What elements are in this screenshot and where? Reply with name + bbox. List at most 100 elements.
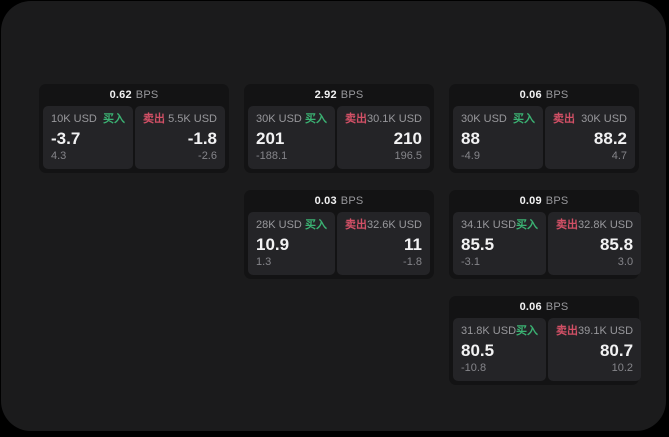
- sell-label: 卖出: [344, 219, 367, 231]
- sell-price: 210: [393, 129, 422, 148]
- buy-price: 85.5: [461, 235, 495, 254]
- buy-panel-header: 30K USD 买入: [461, 113, 535, 126]
- buy-amount: 10K USD: [51, 113, 97, 125]
- bps-header: 2.92 BPS: [248, 84, 430, 106]
- buy-amount: 34.1K USD: [461, 219, 517, 231]
- sell-panel-header: 卖出 5.5K USD: [143, 113, 217, 126]
- bps-value: 0.06: [519, 301, 542, 313]
- sell-amount: 30K USD: [581, 113, 627, 125]
- sell-panel[interactable]: 卖出 30.1K USD 210 196.5: [336, 106, 430, 169]
- buy-price: 10.9: [256, 235, 290, 254]
- bps-value: 0.62: [109, 89, 132, 101]
- buy-amount: 31.8K USD: [461, 325, 517, 337]
- quote-grid: 0.62 BPS 10K USD 买入 -3.7 4.3 卖出 5.5K USD…: [39, 84, 642, 385]
- buy-amount: 30K USD: [461, 113, 507, 125]
- bps-unit: BPS: [545, 89, 569, 101]
- bps-value: 2.92: [314, 89, 337, 101]
- sell-panel-header: 卖出 30.1K USD: [345, 113, 422, 126]
- quote-card: 0.03 BPS 28K USD 买入 10.9 1.3 卖出 32.6K US…: [244, 190, 434, 279]
- sell-panel[interactable]: 卖出 32.8K USD 85.8 3.0: [548, 212, 642, 275]
- bps-value: 0.06: [519, 89, 542, 101]
- sell-amount: 32.6K USD: [366, 219, 422, 231]
- sell-panel[interactable]: 卖出 32.6K USD 11 -1.8: [336, 212, 430, 275]
- quote-card-body: 30K USD 买入 201 -188.1 卖出 30.1K USD 210 1…: [248, 106, 430, 169]
- bps-value: 0.09: [519, 195, 542, 207]
- sell-amount: 5.5K USD: [168, 113, 217, 125]
- bps-unit: BPS: [545, 195, 569, 207]
- buy-label: 买入: [103, 113, 125, 125]
- sell-change: 3.0: [617, 256, 634, 268]
- buy-panel-header: 34.1K USD 买入: [461, 219, 538, 232]
- sell-amount: 30.1K USD: [366, 113, 422, 125]
- bps-header: 0.03 BPS: [248, 190, 430, 212]
- quote-card-body: 30K USD 买入 88 -4.9 卖出 30K USD 88.2 4.7: [453, 106, 635, 169]
- buy-change: -4.9: [461, 150, 480, 162]
- sell-panel[interactable]: 卖出 30K USD 88.2 4.7: [545, 106, 635, 169]
- bps-value: 0.03: [314, 195, 337, 207]
- sell-panel-header: 卖出 32.8K USD: [556, 219, 633, 232]
- buy-price: 201: [256, 129, 285, 148]
- sell-price: 80.7: [599, 341, 634, 360]
- sell-label: 卖出: [556, 325, 579, 337]
- buy-panel[interactable]: 10K USD 买入 -3.7 4.3: [43, 106, 133, 169]
- buy-change: 4.3: [51, 150, 67, 162]
- sell-panel-header: 卖出 30K USD: [553, 113, 627, 126]
- buy-price: -3.7: [51, 129, 81, 148]
- quote-card: 0.09 BPS 34.1K USD 买入 85.5 -3.1 卖出 32.8K…: [449, 190, 642, 279]
- quote-card: 0.06 BPS 30K USD 买入 88 -4.9 卖出 30K USD 8…: [449, 84, 639, 173]
- buy-change: -3.1: [461, 256, 480, 268]
- sell-change: 10.2: [611, 362, 634, 374]
- sell-price: 11: [404, 235, 422, 254]
- sell-panel[interactable]: 卖出 39.1K USD 80.7 10.2: [548, 318, 642, 381]
- bps-header: 0.09 BPS: [453, 190, 635, 212]
- quote-card: 0.62 BPS 10K USD 买入 -3.7 4.3 卖出 5.5K USD…: [39, 84, 229, 173]
- buy-change: 1.3: [256, 256, 272, 268]
- buy-panel[interactable]: 30K USD 买入 201 -188.1: [248, 106, 335, 169]
- sell-price: 88.2: [593, 129, 627, 148]
- buy-panel-header: 28K USD 买入: [256, 219, 327, 232]
- sell-amount: 39.1K USD: [578, 325, 634, 337]
- quote-card-body: 28K USD 买入 10.9 1.3 卖出 32.6K USD 11 -1.8: [248, 212, 430, 275]
- buy-panel[interactable]: 31.8K USD 买入 80.5 -10.8: [453, 318, 547, 381]
- quote-card-body: 31.8K USD 买入 80.5 -10.8 卖出 39.1K USD 80.…: [453, 318, 642, 381]
- buy-price: 88: [461, 129, 480, 148]
- buy-panel[interactable]: 28K USD 买入 10.9 1.3: [248, 212, 335, 275]
- buy-panel[interactable]: 34.1K USD 买入 85.5 -3.1: [453, 212, 547, 275]
- quote-card: 0.06 BPS 31.8K USD 买入 80.5 -10.8 卖出 39.1…: [449, 296, 642, 385]
- buy-label: 买入: [513, 113, 535, 125]
- buy-label: 买入: [516, 219, 539, 231]
- quote-card: 2.92 BPS 30K USD 买入 201 -188.1 卖出 30.1K …: [244, 84, 434, 173]
- sell-amount: 32.8K USD: [578, 219, 634, 231]
- sell-panel-header: 卖出 32.6K USD: [345, 219, 422, 232]
- buy-change: -10.8: [461, 362, 487, 374]
- sell-change: 196.5: [394, 150, 422, 162]
- buy-panel[interactable]: 30K USD 买入 88 -4.9: [453, 106, 543, 169]
- bps-unit: BPS: [340, 89, 364, 101]
- buy-label: 买入: [304, 113, 327, 125]
- buy-panel-header: 10K USD 买入: [51, 113, 125, 126]
- sell-change: -1.8: [403, 256, 422, 268]
- quote-card-body: 34.1K USD 买入 85.5 -3.1 卖出 32.8K USD 85.8…: [453, 212, 642, 275]
- sell-label: 卖出: [143, 113, 165, 125]
- buy-label: 买入: [516, 325, 539, 337]
- buy-amount: 30K USD: [256, 113, 302, 125]
- buy-label: 买入: [304, 219, 327, 231]
- buy-amount: 28K USD: [256, 219, 302, 231]
- sell-price: 85.8: [599, 235, 634, 254]
- sell-panel-header: 卖出 39.1K USD: [556, 325, 633, 338]
- sell-change: -2.6: [198, 150, 217, 162]
- buy-panel-header: 30K USD 买入: [256, 113, 327, 126]
- bps-header: 0.06 BPS: [453, 84, 635, 106]
- bps-unit: BPS: [340, 195, 364, 207]
- buy-price: 80.5: [461, 341, 495, 360]
- bps-header: 0.06 BPS: [453, 296, 635, 318]
- app-panel: 0.62 BPS 10K USD 买入 -3.7 4.3 卖出 5.5K USD…: [1, 1, 666, 431]
- sell-price: -1.8: [187, 129, 217, 148]
- buy-change: -188.1: [256, 150, 288, 162]
- quote-card-body: 10K USD 买入 -3.7 4.3 卖出 5.5K USD -1.8 -2.…: [43, 106, 225, 169]
- buy-panel-header: 31.8K USD 买入: [461, 325, 538, 338]
- sell-panel[interactable]: 卖出 5.5K USD -1.8 -2.6: [135, 106, 225, 169]
- sell-label: 卖出: [556, 219, 579, 231]
- sell-label: 卖出: [553, 113, 575, 125]
- bps-unit: BPS: [545, 301, 569, 313]
